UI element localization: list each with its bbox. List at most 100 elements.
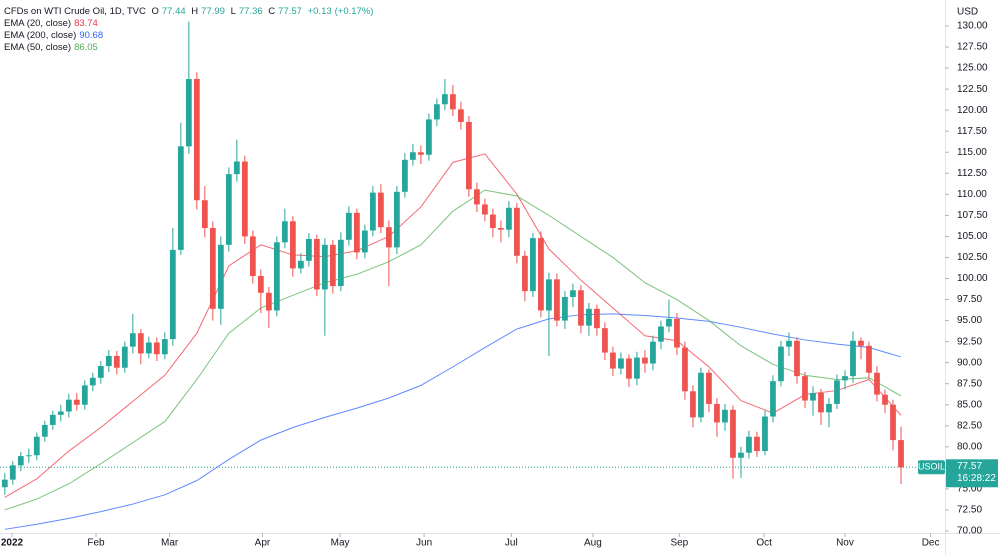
candle-body bbox=[794, 340, 800, 377]
candle-body bbox=[570, 290, 576, 298]
candle-body bbox=[73, 399, 80, 405]
candle-body bbox=[626, 358, 632, 379]
y-tick-label: 87.50 bbox=[957, 378, 982, 389]
candle-body bbox=[738, 452, 744, 458]
candle-body bbox=[161, 339, 168, 355]
legend-entry: EMA (50, close) bbox=[4, 42, 72, 53]
candle-body bbox=[602, 328, 608, 353]
candle-body bbox=[450, 94, 456, 110]
candle-body bbox=[57, 411, 64, 415]
legend-value: 86.05 bbox=[74, 42, 98, 53]
y-tick-label: 102.50 bbox=[957, 252, 988, 263]
candle-body bbox=[193, 79, 200, 201]
candle-body bbox=[145, 342, 152, 354]
countdown: 16:28:22 bbox=[957, 473, 996, 484]
y-tick-label: 97.50 bbox=[957, 294, 982, 305]
y-tick-label: 70.00 bbox=[957, 526, 982, 537]
y-tick-label: 110.00 bbox=[957, 189, 987, 200]
candle-body bbox=[466, 121, 472, 190]
candle-body bbox=[482, 204, 488, 215]
y-tick-label: 92.50 bbox=[957, 336, 982, 347]
candle-body bbox=[305, 238, 312, 261]
candle-body bbox=[434, 104, 440, 120]
candle-body bbox=[361, 230, 368, 253]
candle-body bbox=[1, 479, 8, 488]
candle-body bbox=[249, 236, 256, 276]
y-tick-label: 75.00 bbox=[957, 484, 982, 495]
y-tick-label: 105.00 bbox=[957, 231, 988, 242]
candle-body bbox=[682, 347, 688, 392]
candle-body bbox=[746, 436, 752, 453]
x-tick-label: Dec bbox=[922, 538, 940, 549]
y-tick-label: 80.00 bbox=[957, 441, 982, 452]
x-tick-label: Jul bbox=[505, 538, 518, 549]
x-tick-label: Jun bbox=[416, 538, 432, 549]
candle-body bbox=[538, 238, 544, 311]
symbol-tag-label: USOIL bbox=[918, 462, 945, 472]
legend-entry: EMA (20, close) bbox=[4, 18, 72, 29]
candle-body bbox=[426, 119, 432, 155]
legend-value: 83.74 bbox=[74, 18, 98, 29]
candle-body bbox=[329, 244, 336, 287]
y-tick-label: 107.50 bbox=[957, 210, 988, 221]
candle-body bbox=[209, 228, 216, 309]
candle-body bbox=[506, 207, 512, 230]
candle-body bbox=[554, 279, 560, 321]
candle-body bbox=[25, 455, 32, 457]
candle-body bbox=[546, 279, 552, 311]
legend-value: 90.68 bbox=[79, 30, 104, 41]
candle-body bbox=[418, 152, 424, 155]
candle-body bbox=[762, 416, 768, 452]
candle-body bbox=[65, 399, 72, 412]
ohlc-label: H bbox=[191, 6, 199, 17]
candle-body bbox=[522, 255, 528, 292]
candle-body bbox=[217, 244, 224, 309]
candle-body bbox=[834, 380, 840, 404]
ohlc-value: 77.99 bbox=[201, 6, 225, 17]
candle-body bbox=[586, 308, 592, 326]
ohlc-label: O bbox=[151, 6, 159, 17]
candle-body bbox=[562, 297, 568, 321]
candle-body bbox=[121, 346, 128, 368]
legend-row: EMA (20, close) 83.74 bbox=[4, 18, 376, 30]
y-tick-label: 95.00 bbox=[957, 315, 982, 326]
candle-body bbox=[666, 318, 672, 327]
candle-body bbox=[201, 200, 208, 228]
candle-body bbox=[882, 394, 888, 405]
x-tick-label: Apr bbox=[255, 538, 271, 549]
candle-body bbox=[89, 377, 96, 386]
candle-body bbox=[33, 436, 40, 456]
candle-body bbox=[297, 260, 304, 269]
candle-body bbox=[594, 308, 600, 329]
y-tick-label: 130.00 bbox=[957, 21, 988, 32]
candle-body bbox=[898, 440, 904, 468]
candle-body bbox=[778, 346, 784, 382]
candle-body bbox=[41, 424, 48, 437]
candle-body bbox=[618, 358, 624, 369]
candle-body bbox=[386, 227, 392, 248]
y-tick-label: 120.00 bbox=[957, 105, 988, 116]
candle-body bbox=[129, 333, 136, 347]
candle-body bbox=[241, 161, 248, 237]
candle-body bbox=[874, 372, 880, 395]
candle-body bbox=[137, 333, 144, 354]
candle-body bbox=[866, 345, 872, 373]
candle-body bbox=[722, 409, 728, 423]
candle-body bbox=[257, 275, 264, 293]
y-tick-label: 125.00 bbox=[957, 63, 988, 74]
x-tick-label: Aug bbox=[584, 538, 602, 549]
candle-body bbox=[530, 238, 536, 292]
candle-body bbox=[818, 392, 824, 413]
y-tick-label: 115.00 bbox=[957, 147, 987, 158]
candle-body bbox=[442, 94, 448, 105]
candle-body bbox=[474, 189, 480, 205]
y-tick-label: 72.50 bbox=[957, 505, 982, 516]
candle-body bbox=[514, 207, 520, 256]
candle-body bbox=[458, 109, 464, 122]
candle-body bbox=[113, 355, 120, 368]
candle-body bbox=[9, 465, 16, 480]
candle-body bbox=[169, 249, 176, 340]
x-tick-label: Oct bbox=[756, 538, 772, 549]
x-tick-label: Mar bbox=[161, 538, 179, 549]
